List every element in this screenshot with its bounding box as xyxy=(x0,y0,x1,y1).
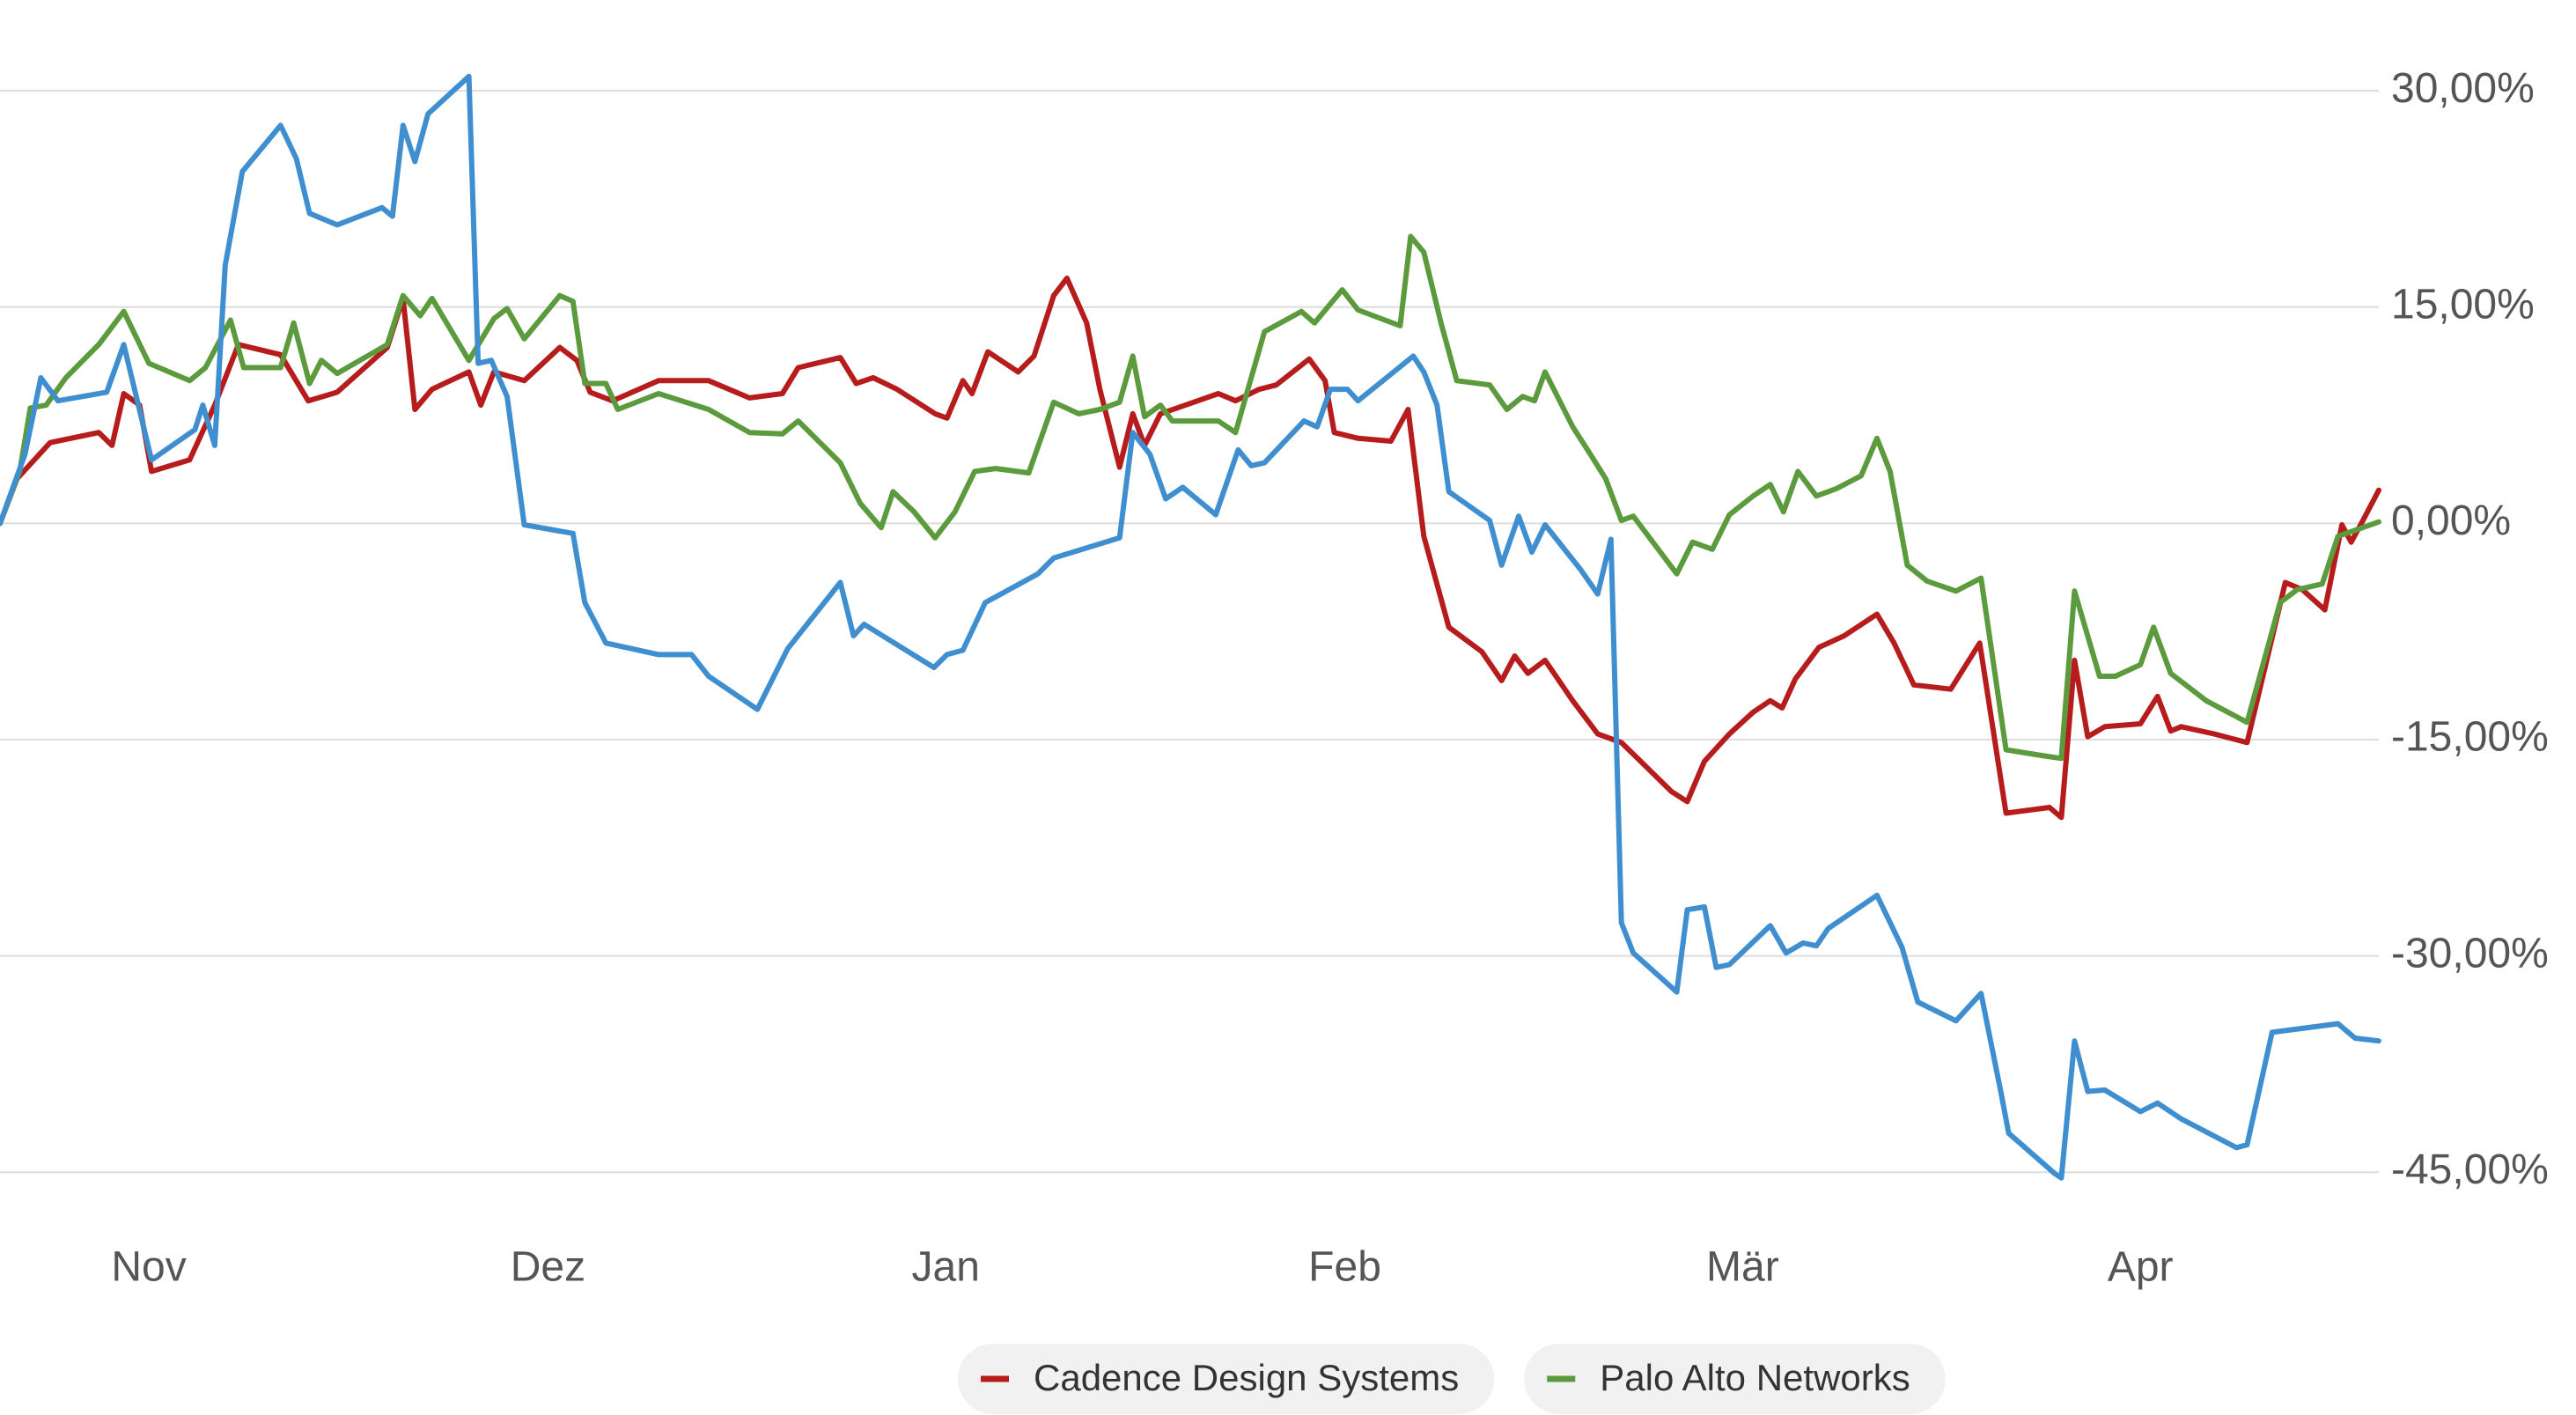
legend-label: Palo Alto Networks xyxy=(1600,1357,1910,1398)
series-line xyxy=(0,73,2381,1181)
x-tick-label: Apr xyxy=(2108,1244,2174,1291)
legend-pill xyxy=(958,1344,1495,1414)
legend-pill xyxy=(1524,1344,1946,1414)
x-tick-label: Mär xyxy=(1706,1244,1779,1291)
y-tick-label: 15,00% xyxy=(2391,281,2535,328)
y-tick-label: -45,00% xyxy=(2391,1146,2549,1193)
legend-item[interactable]: Palo Alto Networks xyxy=(1524,1344,1946,1414)
y-tick-label: 0,00% xyxy=(2391,497,2511,544)
x-tick-label: Nov xyxy=(111,1244,186,1291)
series-line xyxy=(0,233,2381,762)
x-tick-label: Jan xyxy=(912,1244,980,1291)
y-tick-label: 30,00% xyxy=(2391,65,2535,112)
x-tick-label: Dez xyxy=(511,1244,585,1291)
y-tick-label: -30,00% xyxy=(2391,930,2549,976)
x-tick-label: Feb xyxy=(1308,1244,1381,1291)
legend-item[interactable]: Cadence Design Systems xyxy=(958,1344,1495,1414)
legend-label: Cadence Design Systems xyxy=(1034,1357,1459,1398)
y-tick-label: -15,00% xyxy=(2391,714,2549,761)
